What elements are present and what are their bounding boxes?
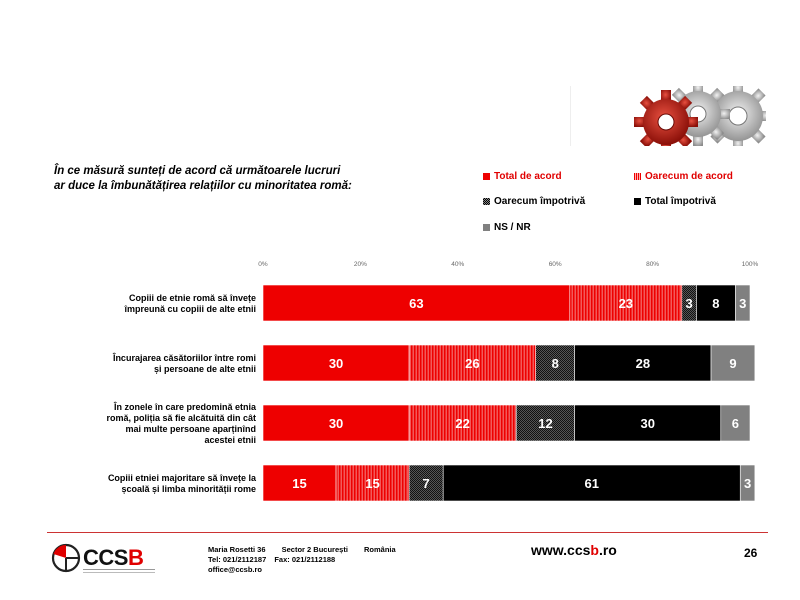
data-label: 63	[409, 296, 423, 311]
legend-oarecum-de-acord: Oarecum de acord	[634, 171, 733, 182]
bar-segment-oarecum-de-acord	[335, 464, 410, 502]
x-tick-label: 100%	[742, 261, 759, 268]
data-label: 30	[329, 416, 343, 431]
web-part: www.ccs	[531, 542, 591, 558]
bar-segment-total-impotriva	[574, 404, 722, 442]
category-label: Încurajarea căsătoriilor între romi și pe…	[112, 352, 256, 374]
svg-text:CCSB: CCSB	[83, 545, 143, 570]
data-label: 3	[686, 296, 693, 311]
data-label: 15	[292, 476, 306, 491]
data-label: 15	[365, 476, 379, 491]
bar-segment-total-de-acord	[262, 464, 337, 502]
legend-swatch	[634, 198, 641, 205]
legend-total-impotriva: Total împotrivă	[634, 196, 716, 207]
fax: Fax: 021/2112188	[274, 555, 336, 564]
legend-label: Oarecum împotrivă	[494, 196, 586, 207]
data-label: 8	[552, 356, 559, 371]
bar-segment-ns-nr	[720, 404, 751, 442]
bar-segment-oarecum-de-acord	[569, 284, 683, 322]
legend-label: Oarecum de acord	[645, 171, 733, 182]
website-link[interactable]: www.ccsb.ro	[531, 542, 617, 558]
category-label-line: și persoane de alte etnii	[154, 364, 256, 374]
bar-segment-oarecum-de-acord	[408, 344, 537, 382]
data-label: 23	[619, 296, 633, 311]
legend-label: Total de acord	[494, 171, 562, 182]
category-label-line: mai multe persoane aparținînd	[125, 424, 256, 434]
category-label-line: Încurajarea căsătoriilor între romi	[112, 352, 256, 363]
data-label: 30	[329, 356, 343, 371]
data-label: 9	[729, 356, 736, 371]
address-sector: Sector 2 București	[281, 545, 348, 554]
legend-swatch	[483, 198, 490, 205]
gears-image	[570, 86, 766, 146]
page-number: 26	[744, 546, 758, 560]
bar-segment-total-de-acord	[262, 404, 410, 442]
question-text: În ce măsură sunteți de acord că următoa…	[54, 164, 384, 194]
data-label: 28	[636, 356, 650, 371]
address-country: România	[364, 545, 396, 554]
footer-divider	[47, 532, 768, 533]
phone: Tel: 021/2112187	[208, 555, 267, 564]
x-tick-label: 60%	[549, 261, 562, 268]
bar-segment-total-de-acord	[262, 344, 410, 382]
category-label: În zonele în care predomină etnia romă, p…	[106, 401, 257, 445]
question-line-1: În ce măsură sunteți de acord că următoa…	[54, 165, 341, 177]
data-label: 6	[732, 416, 739, 431]
legend-swatch	[483, 173, 490, 180]
category-label-line: În zonele în care predomină etnia	[113, 401, 257, 412]
category-label-line: împreună cu copiii de alte etnii	[123, 304, 256, 314]
legend-total-de-acord: Total de acord	[483, 171, 562, 182]
bar-segment-oarecum-impotriva	[535, 344, 575, 382]
bar-segment-total-impotriva	[696, 284, 736, 322]
category-label: Copiii etniei majoritare să învețe la șco…	[108, 473, 257, 494]
x-tick-label: 20%	[354, 261, 367, 268]
bar-segment-oarecum-de-acord	[408, 404, 517, 442]
category-label-line: romă, poliția să fie alcătuită din cât	[106, 413, 256, 423]
bar-segment-ns-nr	[735, 284, 751, 322]
bar-segment-total-impotriva	[574, 344, 712, 382]
legend-label: Total împotrivă	[645, 196, 716, 207]
ccsb-logo: CCSB	[50, 540, 190, 580]
data-label: 3	[739, 296, 746, 311]
contact-info: Maria Rosetti 36 Sector 2 București Româ…	[208, 545, 410, 575]
web-highlight: b	[590, 542, 599, 558]
data-label: 7	[423, 476, 430, 491]
x-tick-label: 40%	[451, 261, 464, 268]
bar-segment-total-de-acord	[262, 284, 571, 322]
category-label-line: acestei etnii	[204, 435, 256, 445]
legend-label: NS / NR	[494, 222, 531, 233]
category-label: Copiii de etnie romă să învețe împreună c…	[123, 293, 256, 314]
bar-segment-ns-nr	[710, 344, 756, 382]
x-tick-label: 0%	[258, 261, 268, 268]
bar-segment-oarecum-impotriva	[515, 404, 575, 442]
x-tick-label: 80%	[646, 261, 659, 268]
legend-oarecum-impotriva: Oarecum împotrivă	[483, 196, 585, 207]
bar-segment-total-impotriva	[442, 464, 741, 502]
legend-ns-nr: NS / NR	[483, 222, 531, 233]
data-label: 8	[712, 296, 719, 311]
category-label-line: Copiii de etnie romă să învețe	[129, 293, 256, 303]
data-label: 22	[455, 416, 469, 431]
bar-segment-ns-nr	[739, 464, 756, 502]
data-label: 30	[640, 416, 654, 431]
legend-swatch	[483, 224, 490, 231]
legend-swatch	[634, 173, 641, 180]
data-label: 26	[465, 356, 479, 371]
question-line-2: ar duce la îmbunătățirea relațiilor cu m…	[54, 180, 352, 192]
email-link[interactable]: office@ccsb.ro	[208, 565, 262, 574]
data-label: 3	[744, 476, 751, 491]
data-label: 61	[584, 476, 598, 491]
address-street: Maria Rosetti 36	[208, 545, 266, 554]
category-label-line: Copiii etniei majoritare să învețe la	[108, 473, 257, 483]
data-label: 12	[538, 416, 552, 431]
category-label-line: școală și limba minorității rome	[121, 484, 256, 494]
web-part: .ro	[598, 542, 617, 558]
bar-segment-oarecum-impotriva	[408, 464, 444, 502]
